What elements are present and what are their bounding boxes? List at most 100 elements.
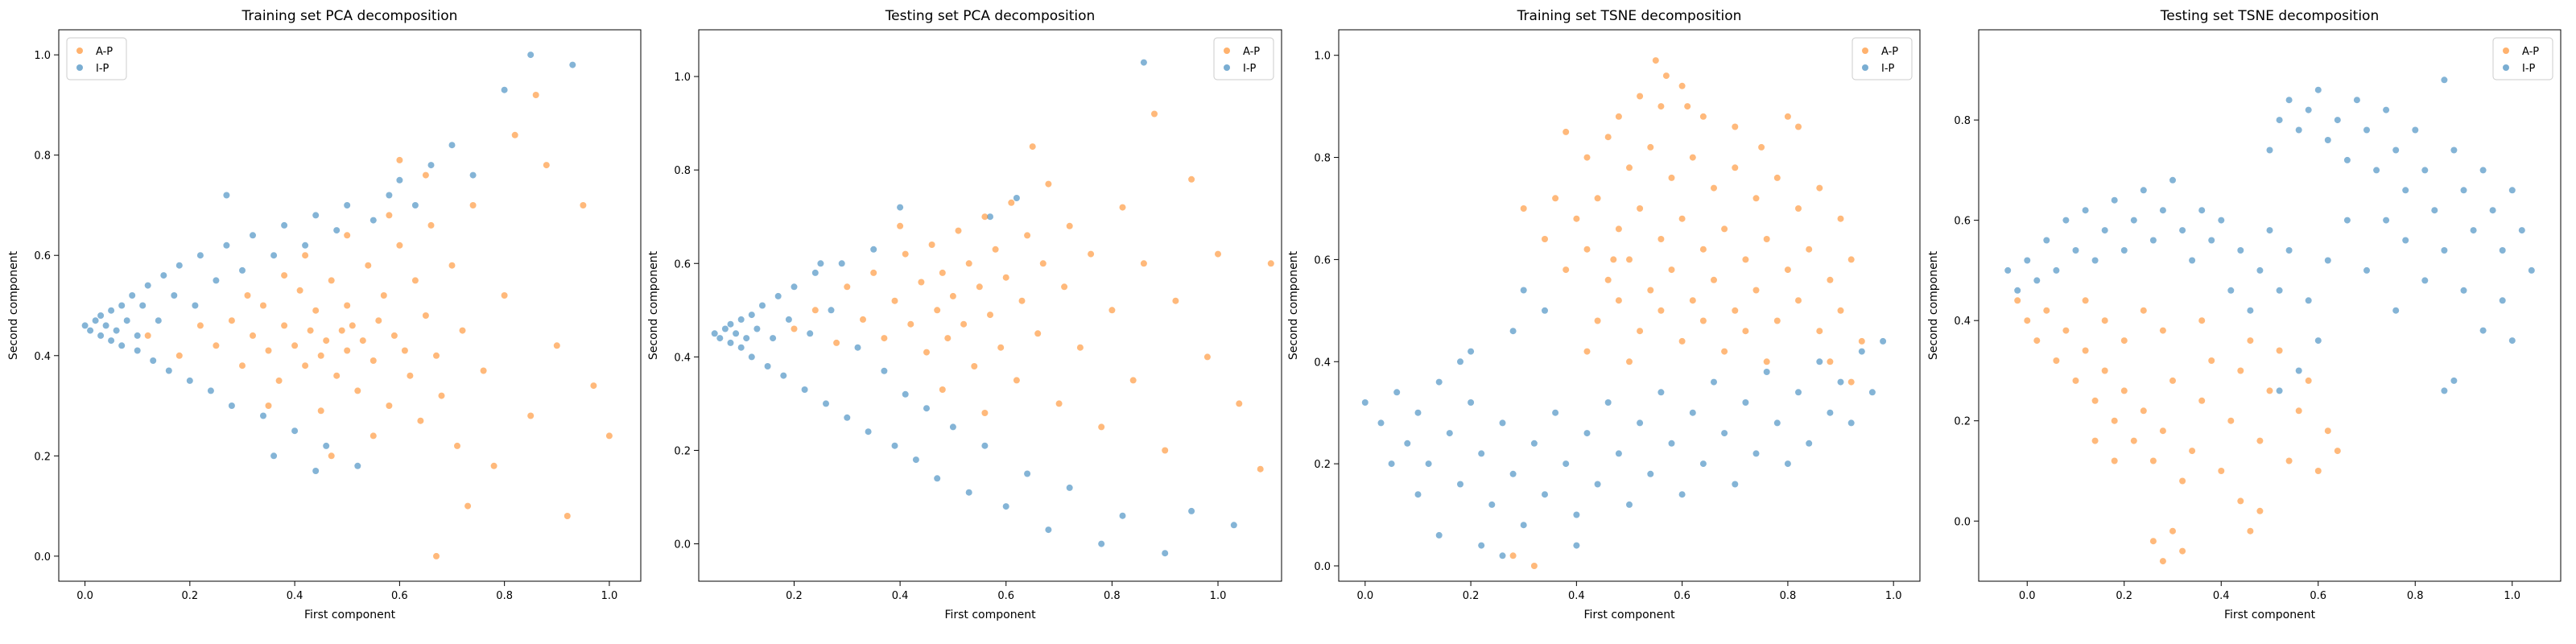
data-point bbox=[1499, 419, 1506, 427]
data-point bbox=[160, 272, 167, 279]
data-point bbox=[1119, 512, 1126, 519]
data-point bbox=[2111, 196, 2118, 204]
plot-frame bbox=[1978, 29, 2562, 582]
data-point bbox=[2314, 86, 2322, 93]
data-point bbox=[727, 339, 734, 346]
data-point bbox=[2237, 497, 2244, 505]
data-point bbox=[1542, 236, 1548, 242]
data-point bbox=[1657, 307, 1665, 314]
data-point bbox=[1563, 128, 1570, 135]
data-point bbox=[244, 292, 251, 299]
legend: A-P I-P bbox=[2492, 37, 2553, 80]
x-tick-label: 1.0 bbox=[2504, 590, 2520, 602]
data-point bbox=[386, 402, 393, 409]
data-point bbox=[2130, 217, 2137, 224]
data-point bbox=[2528, 266, 2535, 274]
data-point bbox=[1668, 440, 1675, 447]
data-point bbox=[1236, 400, 1243, 407]
data-point bbox=[737, 344, 745, 351]
data-point bbox=[139, 302, 147, 309]
legend-marker bbox=[76, 47, 83, 54]
data-point bbox=[1361, 399, 1368, 406]
data-point bbox=[2237, 247, 2244, 254]
series-i-p bbox=[711, 59, 1237, 557]
data-point bbox=[1509, 552, 1517, 559]
data-point bbox=[934, 307, 941, 314]
data-point bbox=[1678, 491, 1686, 498]
data-point bbox=[2412, 126, 2419, 134]
data-point bbox=[1563, 460, 1570, 468]
data-point bbox=[1742, 399, 1749, 406]
data-point bbox=[134, 347, 141, 354]
data-point bbox=[228, 317, 235, 324]
data-point bbox=[2091, 257, 2099, 264]
data-point bbox=[2450, 147, 2458, 154]
y-tick-label: 0.0 bbox=[34, 551, 51, 564]
data-point bbox=[939, 386, 946, 393]
data-point bbox=[1215, 250, 1221, 258]
data-point bbox=[97, 312, 105, 319]
data-point bbox=[1563, 266, 1570, 274]
data-point bbox=[2431, 207, 2438, 214]
legend: A-P I-P bbox=[1852, 37, 1913, 80]
data-point bbox=[2159, 207, 2166, 214]
data-point bbox=[265, 347, 272, 354]
data-point bbox=[411, 202, 419, 208]
x-tick-label: 0.6 bbox=[997, 590, 1014, 602]
data-point bbox=[338, 327, 345, 334]
data-point bbox=[1583, 348, 1591, 355]
data-point bbox=[1457, 481, 1463, 488]
data-point bbox=[175, 262, 183, 269]
data-point bbox=[2383, 106, 2390, 114]
data-point bbox=[2179, 227, 2186, 234]
data-point bbox=[891, 442, 898, 449]
data-point bbox=[902, 390, 909, 398]
data-point bbox=[2479, 327, 2487, 334]
y-tick-label: 0.6 bbox=[1314, 254, 1331, 266]
data-point bbox=[433, 352, 440, 359]
y-tick-label: 0.2 bbox=[1314, 459, 1331, 471]
data-point bbox=[721, 325, 729, 332]
data-point bbox=[1732, 481, 1739, 488]
series-i-p bbox=[2004, 76, 2535, 394]
data-point bbox=[1468, 348, 1475, 355]
data-point bbox=[2043, 237, 2050, 244]
legend-label: A-P bbox=[1881, 46, 1898, 58]
data-point bbox=[312, 307, 320, 314]
data-point bbox=[2120, 337, 2128, 345]
data-point bbox=[801, 386, 808, 393]
data-point bbox=[302, 362, 309, 369]
data-point bbox=[1678, 82, 1686, 89]
data-point bbox=[944, 335, 952, 342]
data-point bbox=[1203, 353, 1211, 361]
data-point bbox=[2392, 307, 2400, 314]
data-point bbox=[1457, 358, 1463, 365]
data-point bbox=[1172, 297, 1179, 304]
data-point bbox=[748, 312, 755, 319]
data-point bbox=[2508, 337, 2516, 345]
data-point bbox=[1837, 378, 1844, 386]
y-tick-label: 0.4 bbox=[674, 352, 691, 364]
data-point bbox=[250, 232, 256, 239]
data-point bbox=[817, 260, 824, 267]
data-point bbox=[1140, 59, 1147, 66]
data-point bbox=[207, 387, 214, 394]
data-point bbox=[171, 292, 178, 299]
data-point bbox=[1721, 430, 1728, 437]
data-point bbox=[532, 92, 539, 98]
data-point bbox=[743, 335, 750, 342]
data-point bbox=[1615, 450, 1622, 457]
data-point bbox=[1098, 423, 1105, 431]
y-axis-label: Second component bbox=[7, 250, 20, 360]
data-point bbox=[949, 423, 956, 431]
data-point bbox=[527, 412, 535, 419]
data-point bbox=[1388, 460, 1395, 468]
y-tick-label: 0.8 bbox=[34, 151, 51, 163]
data-point bbox=[2334, 448, 2341, 455]
data-point bbox=[2421, 277, 2429, 284]
data-point bbox=[1699, 317, 1707, 324]
data-point bbox=[344, 302, 351, 309]
legend: A-P I-P bbox=[66, 37, 127, 80]
data-point bbox=[2441, 387, 2448, 394]
